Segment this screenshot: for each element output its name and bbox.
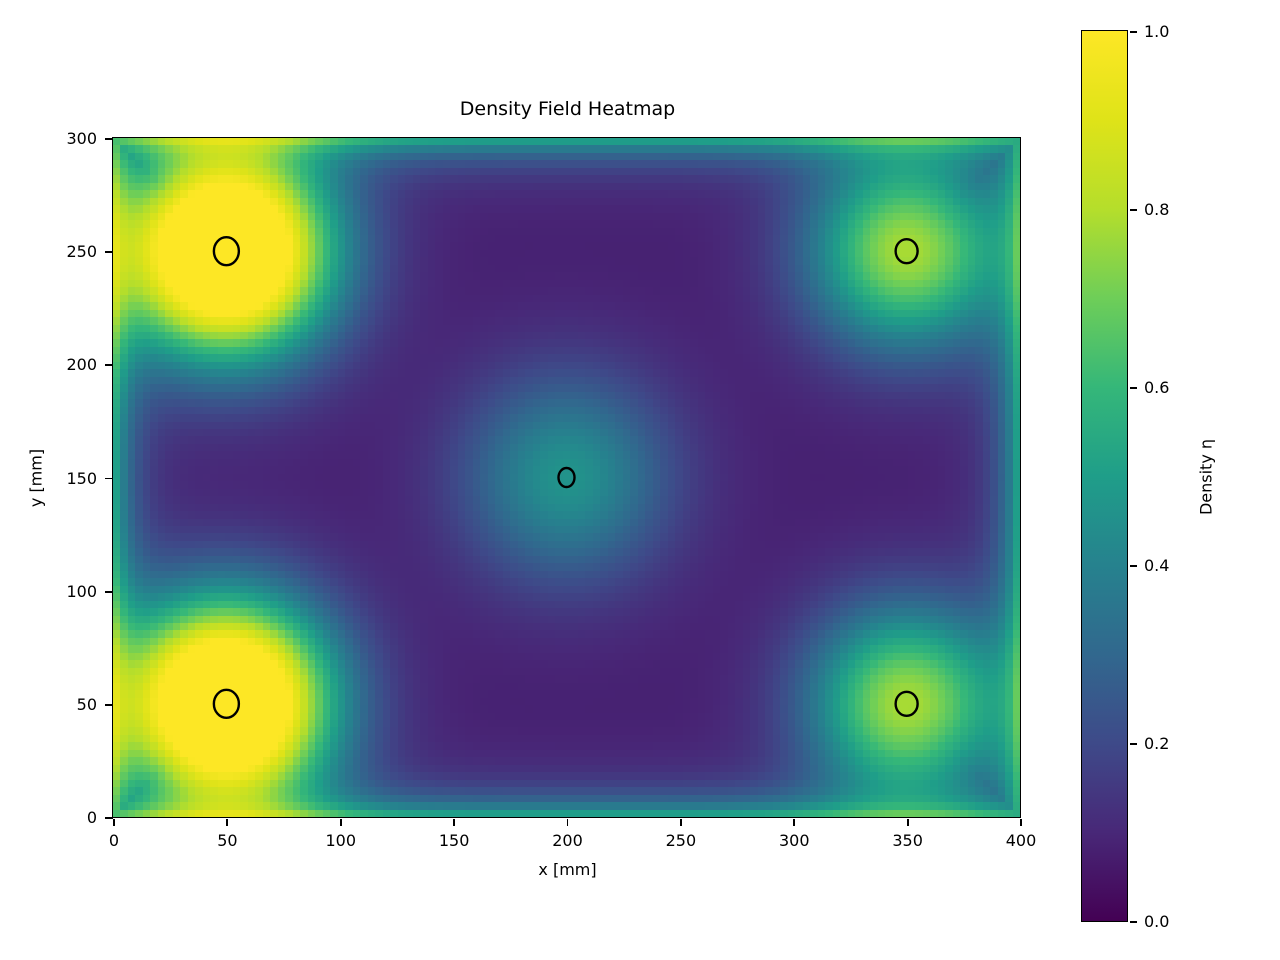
x-tick-label: 50 bbox=[217, 831, 238, 850]
colorbar-tick-mark bbox=[1130, 387, 1137, 389]
x-tick-label: 0 bbox=[108, 831, 120, 850]
x-tick-label: 250 bbox=[665, 831, 697, 850]
x-tick-mark bbox=[679, 819, 682, 826]
y-axis-label: y [mm] bbox=[26, 448, 46, 508]
x-axis-label: x [mm] bbox=[538, 860, 597, 879]
y-tick-label: 250 bbox=[66, 242, 97, 262]
x-tick-mark bbox=[226, 819, 229, 826]
y-tick-label: 200 bbox=[66, 355, 97, 375]
y-tick-mark bbox=[105, 590, 113, 593]
y-tick-label: 100 bbox=[66, 581, 97, 601]
x-tick-label: 400 bbox=[1005, 831, 1037, 850]
y-tick-label: 150 bbox=[66, 468, 97, 488]
x-tick-label: 150 bbox=[438, 831, 470, 850]
colorbar-tick-mark bbox=[1130, 921, 1137, 923]
source-marker bbox=[557, 467, 576, 489]
source-marker bbox=[212, 236, 241, 267]
chart-title: Density Field Heatmap bbox=[459, 98, 676, 120]
heatmap-canvas bbox=[113, 138, 1021, 818]
colorbar-tick-label: 0.8 bbox=[1144, 200, 1170, 219]
x-tick-mark bbox=[906, 819, 909, 826]
colorbar-tick-label: 0.4 bbox=[1144, 556, 1170, 575]
source-marker bbox=[212, 688, 241, 720]
colorbar bbox=[1081, 30, 1129, 923]
colorbar-tick-label: 0.2 bbox=[1144, 734, 1170, 753]
colorbar-gradient bbox=[1082, 31, 1128, 922]
colorbar-tick-label: 1.0 bbox=[1144, 22, 1170, 41]
x-tick-mark bbox=[566, 819, 569, 826]
x-tick-label: 350 bbox=[892, 831, 923, 850]
x-tick-label: 100 bbox=[325, 831, 357, 850]
y-tick-label: 50 bbox=[76, 694, 97, 714]
source-markers-overlay bbox=[212, 236, 920, 720]
y-tick-label: 0 bbox=[86, 808, 97, 827]
x-tick-mark bbox=[793, 819, 796, 826]
source-marker bbox=[894, 690, 920, 718]
x-tick-mark bbox=[113, 819, 115, 826]
colorbar-tick-mark bbox=[1130, 31, 1137, 33]
y-tick-mark bbox=[105, 138, 113, 140]
x-tick-mark bbox=[453, 819, 456, 826]
source-marker bbox=[894, 238, 920, 265]
colorbar-tick-mark bbox=[1130, 209, 1137, 211]
colorbar-tick-mark bbox=[1130, 743, 1137, 745]
y-tick-label: 300 bbox=[66, 129, 97, 148]
x-tick-label: 300 bbox=[778, 831, 810, 850]
x-tick-mark bbox=[1020, 819, 1022, 826]
y-tick-mark bbox=[105, 817, 113, 819]
x-tick-label: 200 bbox=[552, 831, 583, 850]
colorbar-tick-mark bbox=[1130, 565, 1137, 567]
y-tick-mark bbox=[105, 703, 113, 706]
colorbar-label: Density η bbox=[1196, 438, 1216, 516]
plot-area bbox=[112, 137, 1022, 819]
colorbar-tick-label: 0.0 bbox=[1144, 912, 1170, 931]
y-tick-mark bbox=[105, 477, 113, 480]
x-tick-mark bbox=[339, 819, 342, 826]
y-tick-mark bbox=[105, 364, 113, 367]
colorbar-tick-label: 0.6 bbox=[1144, 378, 1170, 397]
y-tick-mark bbox=[105, 251, 113, 254]
